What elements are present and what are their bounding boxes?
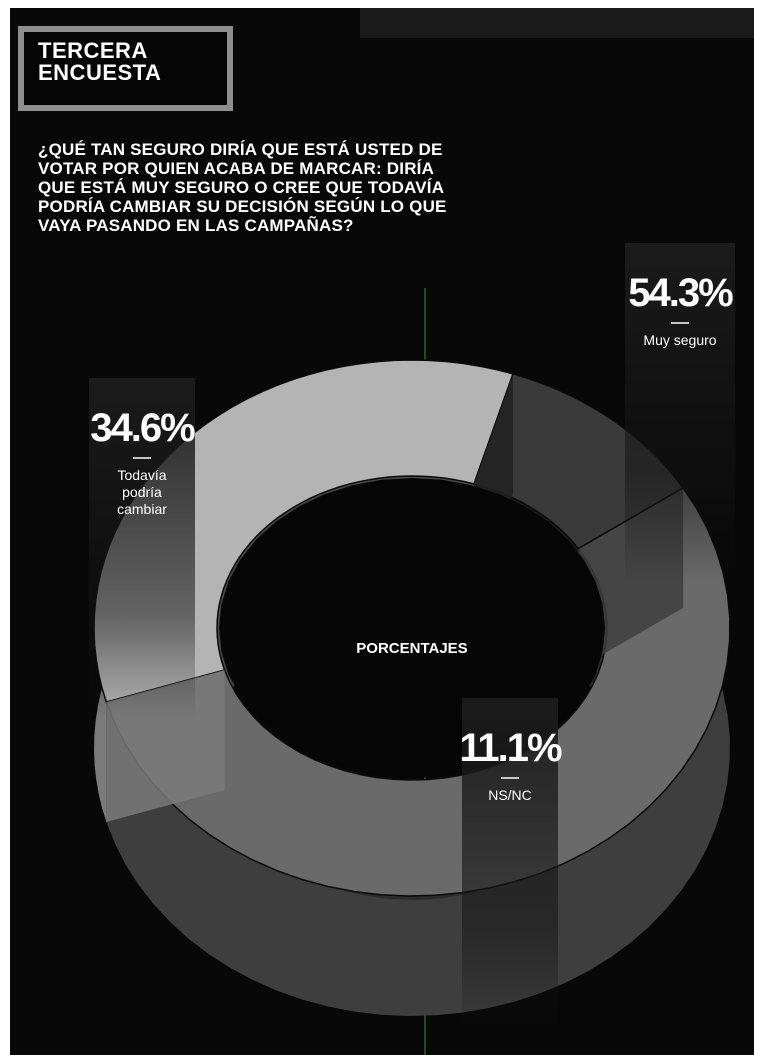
donut-ring bbox=[93, 359, 731, 1016]
survey-tag-line-2: ENCUESTA bbox=[38, 60, 162, 85]
survey-tag-line-1: TERCERA bbox=[38, 38, 148, 63]
question-line: PODRÍA CAMBIAR SU DECISIÓN SEGÚN LO QUE bbox=[38, 197, 447, 216]
slice-category-label: Todavía bbox=[117, 467, 166, 483]
slice-category-label: podría bbox=[122, 484, 162, 500]
slice-value-label: 11.1% bbox=[459, 726, 562, 770]
question-line: VOTAR POR QUIEN ACABA DE MARCAR: DIRÍA bbox=[38, 159, 435, 178]
slice-label-group: 54.3% Muy seguro bbox=[625, 243, 735, 583]
slice-value-label: 54.3% bbox=[628, 271, 733, 315]
slice-label-panel bbox=[89, 378, 195, 718]
slice-category-label: cambiar bbox=[117, 501, 167, 517]
question-text: ¿QUÉ TAN SEGURO DIRÍA QUE ESTÁ USTED DE … bbox=[38, 140, 638, 235]
question-line: QUE ESTÁ MUY SEGURO O CREE QUE TODAVÍA bbox=[38, 178, 445, 197]
slice-label-panel bbox=[462, 698, 558, 1038]
survey-tag-box bbox=[18, 26, 233, 111]
center-label: PORCENTAJES bbox=[356, 640, 467, 657]
slice-label-group: 11.1% NS/NC bbox=[459, 698, 564, 1038]
slice-label-panel bbox=[625, 243, 735, 583]
infographic-panel: TERCERA ENCUESTA ¿QUÉ TAN SEGURO DIRÍA Q… bbox=[10, 8, 754, 1055]
donut-chart: 54.3% Muy seguro 34.6% Todavíapodríacambiar… bbox=[89, 243, 735, 1055]
slice-outer-wall bbox=[106, 487, 730, 1016]
survey-tag: TERCERA ENCUESTA bbox=[38, 40, 238, 84]
slice-category-label: Muy seguro bbox=[643, 332, 716, 348]
slice-category-label: NS/NC bbox=[488, 787, 532, 803]
question-line: ¿QUÉ TAN SEGURO DIRÍA QUE ESTÁ USTED DE bbox=[38, 140, 443, 159]
top-strip bbox=[360, 8, 754, 38]
slice-value-label: 34.6% bbox=[90, 406, 195, 450]
slice-labels: 54.3% Muy seguro 34.6% Todavíapodríacambiar… bbox=[89, 243, 735, 1038]
question-line: VAYA PASANDO EN LAS CAMPAÑAS? bbox=[38, 216, 354, 235]
